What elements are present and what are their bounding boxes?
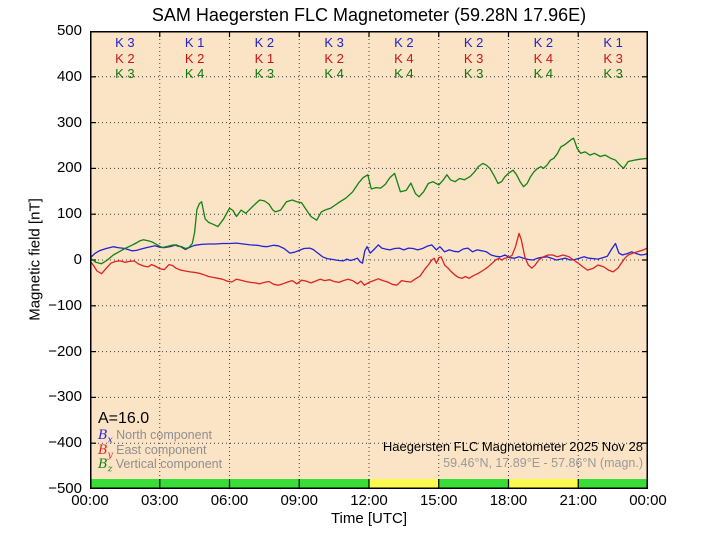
y-tick-label: 500 bbox=[56, 22, 82, 39]
activity-bar-segment-1 bbox=[159, 479, 230, 488]
y-tick-label: −500 bbox=[48, 480, 82, 497]
x-tick-label: 09:00 bbox=[280, 492, 319, 509]
y-tick-label: 200 bbox=[56, 159, 82, 177]
x-axis-label: Time [UTC] bbox=[330, 510, 408, 527]
activity-bar-segment-4 bbox=[369, 479, 439, 488]
x-tick-label: 00:00 bbox=[71, 492, 109, 509]
activity-bar-segment-3 bbox=[299, 479, 369, 488]
x-tick-label: 00:00 bbox=[629, 492, 667, 509]
chart-title: SAM Haegersten FLC Magnetometer (59.28N … bbox=[151, 5, 587, 25]
y-tick-label: −300 bbox=[48, 388, 82, 406]
x-tick-label: 18:00 bbox=[489, 492, 528, 509]
series-bx-north-component bbox=[90, 242, 648, 264]
y-tick-label: 0 bbox=[73, 251, 82, 268]
y-tick-label: 100 bbox=[56, 205, 82, 223]
y-tick-label: 400 bbox=[56, 67, 82, 85]
plot-border bbox=[90, 31, 648, 489]
x-tick-label: 06:00 bbox=[210, 492, 249, 509]
x-tick-label: 21:00 bbox=[559, 492, 598, 509]
series-bz-vertical-component bbox=[90, 137, 648, 265]
y-tick-label: −200 bbox=[48, 342, 82, 360]
y-tick-label: −100 bbox=[48, 296, 82, 314]
activity-bar-segment-7 bbox=[578, 479, 648, 488]
activity-bar-segment-6 bbox=[508, 479, 579, 488]
activity-bar-segment-5 bbox=[438, 479, 509, 488]
y-tick-label: 300 bbox=[56, 113, 82, 131]
x-tick-label: 15:00 bbox=[419, 492, 458, 509]
activity-bar-segment-2 bbox=[229, 479, 300, 488]
magnetogram-plot bbox=[90, 31, 648, 489]
x-tick-label: 12:00 bbox=[350, 492, 388, 509]
y-tick-label: −400 bbox=[48, 434, 82, 452]
activity-bar-segment-0 bbox=[90, 479, 160, 488]
series-by-east-component bbox=[90, 232, 648, 286]
x-tick-label: 03:00 bbox=[140, 492, 179, 509]
